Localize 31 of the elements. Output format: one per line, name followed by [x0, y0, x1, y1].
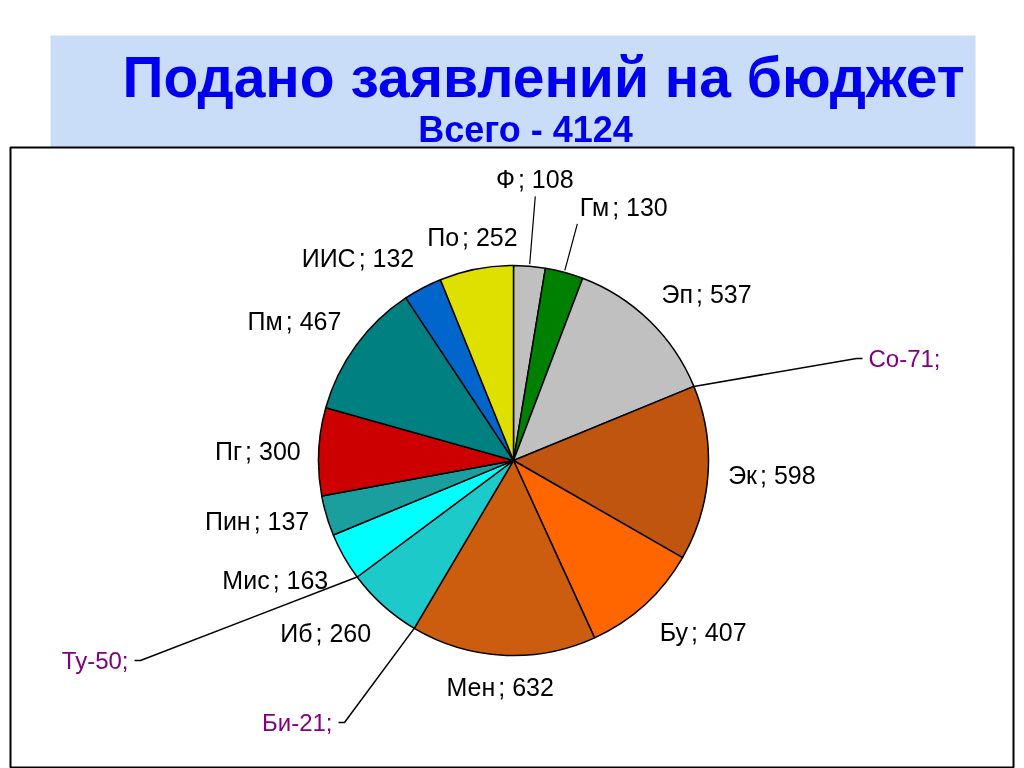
slice-label: ИИС	[301, 244, 356, 273]
data-label: ; 252	[462, 223, 518, 252]
data-label: ; 407	[690, 617, 747, 646]
data-label: ; 537	[696, 279, 752, 308]
chart-subtitle: Всего - 4124	[418, 109, 633, 150]
slice-label: Пг	[215, 436, 243, 465]
data-label: ; 598	[760, 460, 816, 489]
slice-label: Эк	[728, 460, 759, 489]
slice-label: Ф	[495, 165, 515, 194]
slice-label: Бу	[659, 617, 689, 646]
slice-label: Мен	[446, 673, 496, 702]
slice-label: Мис	[222, 565, 270, 594]
data-label: ; 632	[498, 673, 554, 702]
data-label: ; 300	[245, 436, 301, 465]
data-label: ; 163	[272, 565, 329, 594]
data-label: ; 132	[358, 244, 415, 273]
slice-label: Пин	[204, 506, 251, 535]
slice-label: Эп	[661, 279, 694, 308]
text: Би-21;	[261, 709, 333, 736]
data-label: ; 130	[612, 193, 668, 222]
slice-label: Пм	[247, 307, 283, 336]
data-label: ; 137	[253, 506, 310, 535]
slice-label: Гм	[579, 193, 610, 222]
text: Со-71;	[868, 345, 941, 372]
slice-label: По	[427, 223, 460, 252]
data-label: ; 108	[517, 165, 574, 194]
chart-title: Подано заявлений на бюджет	[122, 44, 965, 109]
data-label: ; 467	[285, 307, 342, 336]
data-label: ; 260	[315, 618, 372, 647]
text: Ту-50;	[61, 647, 129, 674]
slice-label: Иб	[280, 618, 313, 647]
